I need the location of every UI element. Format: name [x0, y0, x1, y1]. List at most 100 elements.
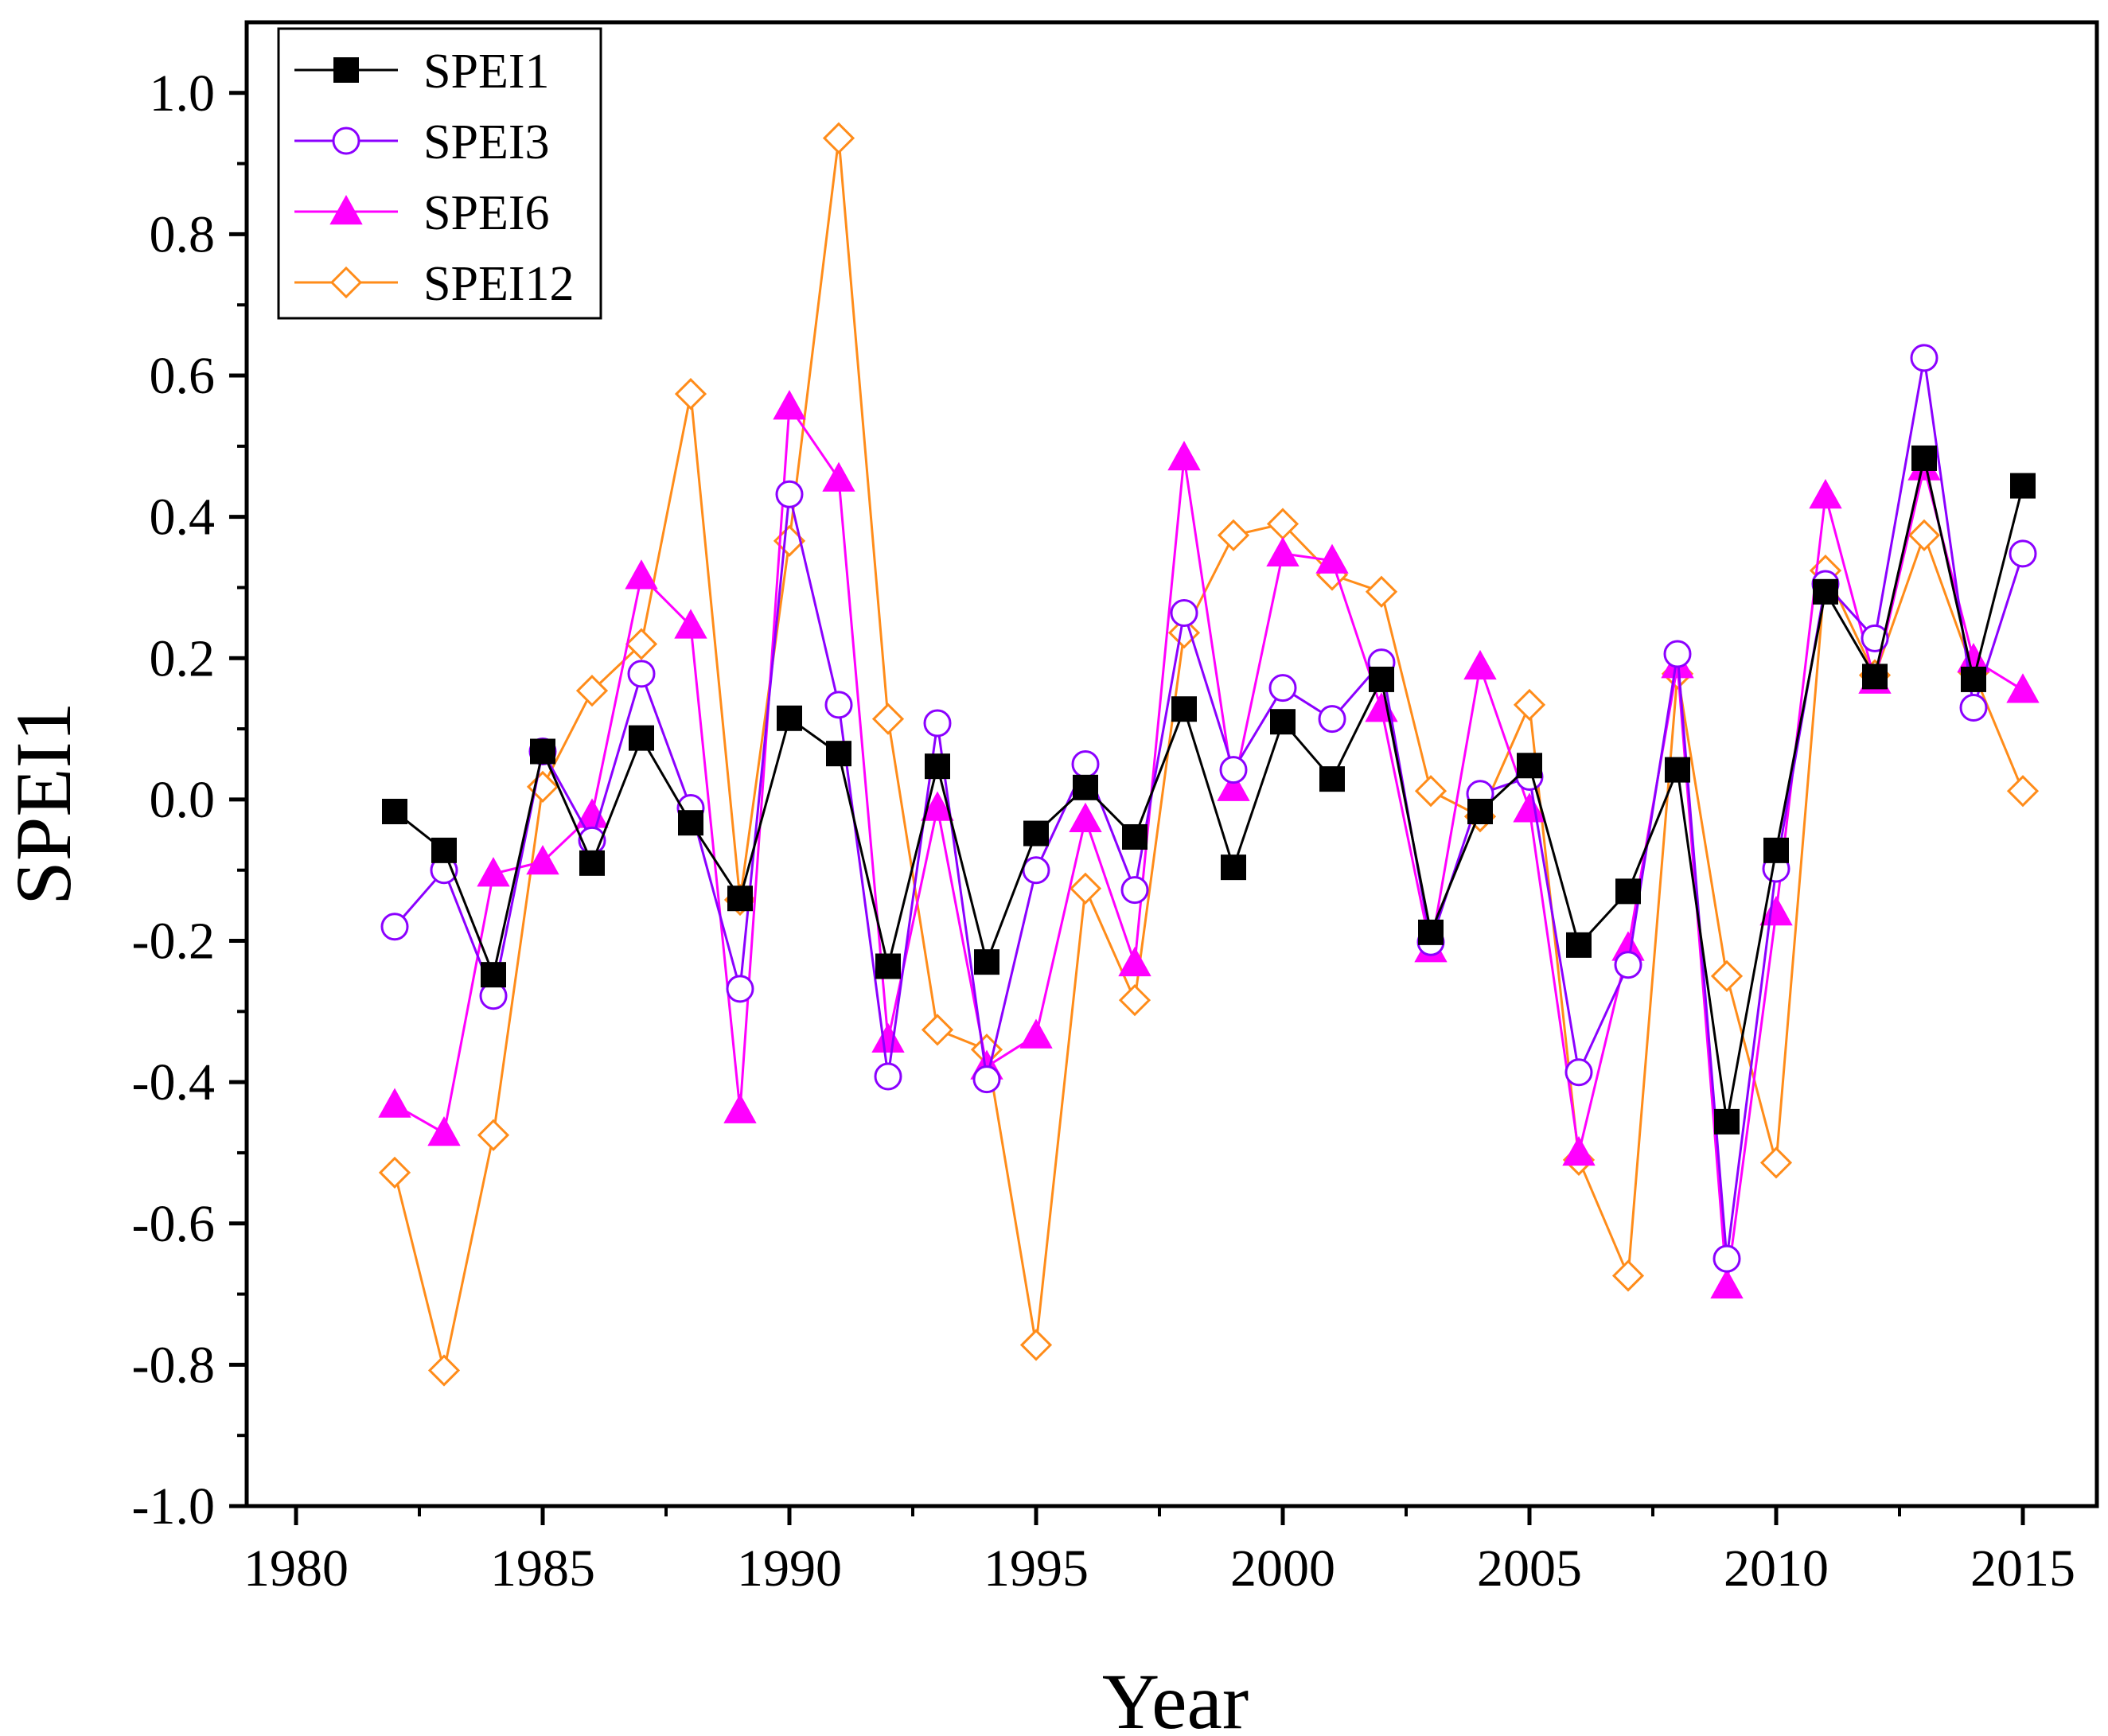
legend-label-spei1: SPEI1 [423, 45, 549, 99]
data-point-spei1 [678, 810, 703, 836]
data-point-spei12 [1365, 575, 1398, 608]
data-point-spei6 [1463, 649, 1497, 680]
data-point-spei1 [1171, 696, 1197, 722]
y-tick-label: 0.2 [150, 629, 216, 687]
x-tick-label: 2005 [1477, 1539, 1582, 1598]
data-point-spei12 [1414, 775, 1448, 808]
data-point-spei3 [2009, 539, 2037, 568]
data-point-spei6 [871, 1022, 905, 1053]
x-tick-label: 2000 [1230, 1539, 1335, 1598]
data-point-spei3 [1318, 705, 1346, 734]
data-point-spei3 [1564, 1058, 1593, 1087]
data-point-spei12 [1513, 688, 1546, 722]
data-point-spei1 [1665, 757, 1690, 783]
y-tick-label: -0.8 [132, 1336, 215, 1394]
data-point-spei6 [625, 559, 658, 590]
data-point-spei1 [1023, 820, 1049, 847]
data-point-spei3 [726, 975, 754, 1003]
legend-label-spei3: SPEI3 [423, 115, 549, 169]
legend: SPEI1 SPEI3 SPEI6 SPEI12 [277, 27, 602, 320]
data-point-spei3 [1120, 876, 1149, 905]
data-point-spei6 [773, 390, 806, 420]
data-point-spei3 [923, 709, 952, 738]
x-tick-label: 1990 [737, 1539, 842, 1598]
data-point-spei6 [427, 1116, 461, 1146]
data-point-spei3 [1071, 750, 1100, 778]
legend-marker-spei12 [329, 266, 363, 299]
data-point-spei6 [1167, 441, 1201, 471]
data-point-spei12 [822, 122, 855, 154]
data-point-spei3 [1959, 693, 1988, 722]
data-point-spei1 [1615, 878, 1641, 905]
axes: -1.0 -0.8 -0.6 -0.4 -0.2 0.0 0.2 0.4 0.6 0.8 1.0 19… [132, 20, 2099, 1598]
data-point-spei6 [1315, 543, 1349, 574]
x-tick-label: 2015 [1970, 1539, 2075, 1598]
data-point-spei1 [629, 725, 654, 751]
data-point-spei1 [1813, 578, 1838, 605]
data-point-spei3 [1614, 951, 1642, 979]
data-point-spei12 [1069, 872, 1102, 905]
data-point-spei12 [1118, 984, 1151, 1017]
y-tick-label: 0.4 [150, 488, 216, 547]
data-point-spei12 [625, 628, 658, 660]
data-point-spei12 [1611, 1259, 1645, 1292]
data-point-spei1 [1763, 837, 1789, 863]
data-point-spei6 [1562, 1135, 1596, 1166]
data-point-spei1 [1221, 854, 1246, 881]
data-point-spei6 [921, 791, 954, 821]
data-point-spei3 [824, 691, 853, 719]
data-point-spei12 [871, 703, 905, 735]
y-tick-label: -0.6 [132, 1195, 215, 1253]
y-tick-label: 0.0 [150, 771, 216, 829]
data-point-spei6 [674, 609, 707, 639]
data-point-spei12 [427, 1354, 461, 1387]
data-point-spei1 [1073, 774, 1098, 800]
data-point-spei1 [875, 953, 901, 979]
series-spei1 [382, 445, 2036, 1135]
data-point-spei1 [1270, 709, 1296, 735]
data-point-spei12 [1710, 959, 1744, 993]
legend-marker-spei6 [329, 194, 363, 225]
legend-marker-spei3 [332, 127, 360, 155]
y-tick-label: 0.6 [150, 347, 216, 405]
data-point-spei12 [921, 1014, 954, 1046]
data-point-spei3 [1910, 344, 1939, 372]
data-point-spei1 [1319, 766, 1345, 792]
data-point-spei1 [579, 850, 605, 876]
series-line-spei12 [393, 138, 2024, 1371]
data-point-spei6 [1266, 536, 1299, 567]
data-point-spei12 [1217, 519, 1250, 551]
data-point-spei1 [530, 738, 555, 765]
data-point-spei3 [627, 660, 656, 688]
data-point-spei6 [378, 1088, 411, 1118]
series-layer [378, 122, 2040, 1387]
data-point-spei6 [1809, 478, 1842, 509]
data-point-spei1 [1369, 666, 1394, 692]
legend-box [277, 27, 602, 320]
data-point-spei12 [2006, 775, 2040, 808]
data-point-spei1 [2010, 473, 2036, 499]
data-point-spei1 [1862, 664, 1888, 690]
y-tick-label: -1.0 [132, 1477, 215, 1536]
y-tick-label: 1.0 [150, 64, 216, 123]
data-point-spei1 [925, 753, 950, 780]
data-point-spei3 [972, 1065, 1001, 1094]
series-line-spei3 [393, 357, 2024, 1259]
data-point-spei6 [1019, 1018, 1053, 1049]
series-spei3 [380, 344, 2037, 1273]
data-point-spei3 [874, 1062, 902, 1091]
data-point-spei3 [1022, 856, 1050, 885]
series-spei12 [378, 122, 2040, 1387]
data-point-spei1 [481, 962, 506, 988]
data-point-spei1 [974, 949, 999, 975]
data-point-spei12 [1167, 617, 1201, 649]
series-line-spei1 [394, 457, 2024, 1123]
data-point-spei6 [1118, 946, 1151, 977]
legend-label-spei12: SPEI12 [423, 257, 574, 311]
data-point-spei3 [1219, 756, 1248, 784]
data-point-spei6 [1069, 802, 1102, 832]
data-point-spei12 [378, 1156, 411, 1189]
data-point-spei1 [382, 799, 407, 825]
data-point-spei3 [1713, 1244, 1741, 1273]
